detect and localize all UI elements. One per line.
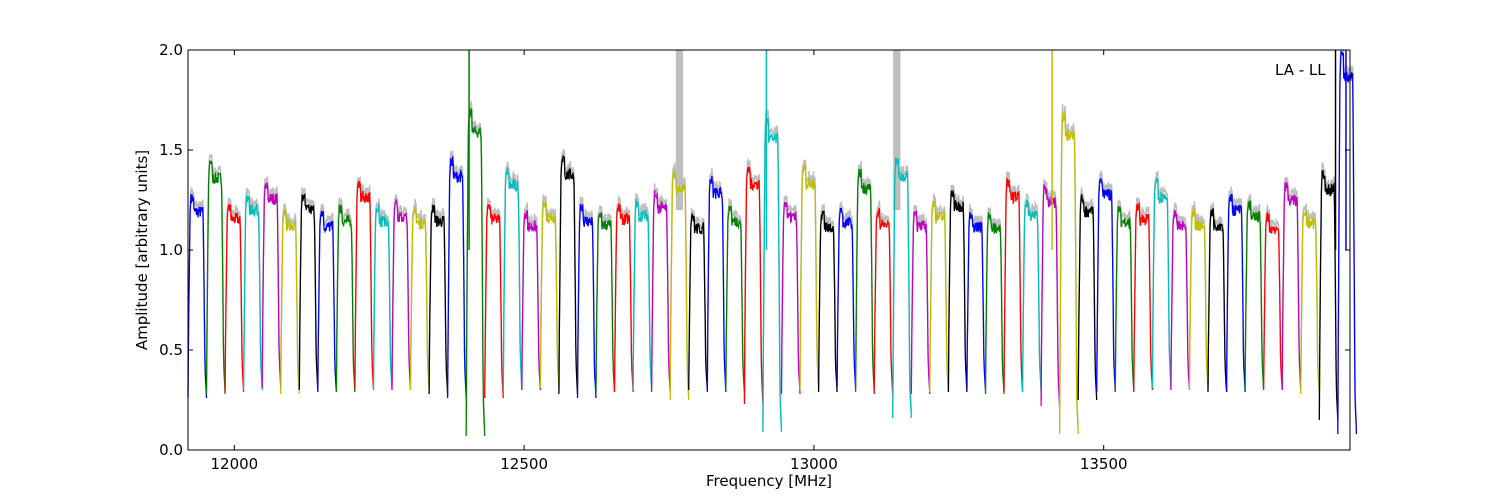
annotation-label: LA - LL — [1275, 61, 1326, 79]
channel-trace — [187, 193, 208, 399]
channel-trace — [613, 203, 634, 393]
x-tick-label: 13500 — [1080, 455, 1128, 473]
channel-trace — [650, 190, 671, 393]
channel-trace — [1096, 178, 1116, 393]
channel-trace — [1262, 212, 1283, 391]
channel-trace — [817, 210, 838, 393]
channel-trace — [799, 162, 820, 391]
x-tick-label: 12500 — [500, 455, 548, 473]
channel-trace — [892, 157, 912, 419]
channel-trace — [1300, 210, 1320, 395]
channel-trace — [1133, 202, 1154, 391]
channel-trace — [1170, 209, 1191, 391]
channel-trace — [688, 212, 708, 391]
y-tick-label: 1.5 — [159, 141, 183, 159]
channel-trace — [205, 160, 226, 395]
channel-trace — [1188, 208, 1209, 391]
channel-trace — [1058, 112, 1079, 435]
spike-lines — [468, 50, 1347, 250]
channel-trace — [873, 208, 894, 395]
channel-trace — [335, 204, 356, 393]
channel-trace — [1281, 182, 1302, 391]
channel-trace — [595, 211, 616, 393]
channel-trace — [1021, 199, 1042, 393]
y-axis-label: Amplitude [arbitrary units] — [133, 150, 151, 350]
channel-trace — [984, 212, 1005, 395]
channel-trace — [706, 175, 727, 393]
x-tick-label: 12000 — [211, 455, 259, 473]
channel-trace — [910, 210, 931, 395]
channel-trace — [409, 206, 430, 391]
channel-trace — [317, 210, 338, 393]
x-axis-label: Frequency [MHz] — [706, 472, 832, 490]
channel-trace — [836, 207, 857, 389]
channel-trace — [947, 190, 968, 393]
channel-trace — [1114, 205, 1135, 393]
y-tick-label: 2.0 — [159, 41, 183, 59]
channel-trace — [372, 204, 393, 391]
channel-trace — [1207, 208, 1228, 393]
channel-trace — [521, 210, 542, 391]
channel-trace — [446, 156, 467, 399]
channel-trace — [354, 180, 375, 391]
y-tick-label: 0.5 — [159, 341, 183, 359]
y-tick-label: 1.0 — [159, 241, 183, 259]
channel-trace — [242, 194, 263, 391]
channel-trace — [1003, 176, 1024, 393]
channel-trace — [780, 201, 801, 395]
channel-trace — [558, 155, 579, 395]
channel-trace — [743, 166, 764, 405]
channel-trace — [298, 192, 319, 391]
channel-trace — [725, 205, 746, 393]
channel-trace — [1151, 178, 1172, 389]
plot-background — [188, 50, 1350, 450]
channel-trace — [576, 203, 597, 399]
channel-trace — [428, 204, 449, 395]
channel-trace — [1244, 200, 1265, 391]
x-axis-ticks: 12000 12500 13000 13500 — [211, 50, 1128, 473]
channel-trace — [224, 204, 245, 393]
y-axis-ticks: 0.0 0.5 1.0 1.5 2.0 — [159, 41, 1350, 459]
channel-trace — [632, 198, 653, 391]
channel-trace — [854, 168, 875, 393]
channel-trace — [484, 204, 504, 399]
channel-trace — [1225, 193, 1246, 393]
channel-trace — [261, 182, 282, 389]
channel-trace — [966, 211, 987, 391]
channel-trace — [1077, 194, 1098, 401]
x-tick-label: 13000 — [790, 455, 838, 473]
channel-trace — [669, 169, 690, 401]
channel-trace — [1040, 184, 1061, 407]
y-tick-label: 0.0 — [159, 441, 183, 459]
channel-traces — [187, 51, 1358, 437]
channel-trace — [929, 200, 950, 393]
channel-trace — [502, 167, 523, 391]
channel-trace — [280, 208, 300, 395]
channel-trace — [391, 197, 412, 391]
channel-trace — [1337, 51, 1358, 435]
channel-trace — [539, 200, 560, 389]
